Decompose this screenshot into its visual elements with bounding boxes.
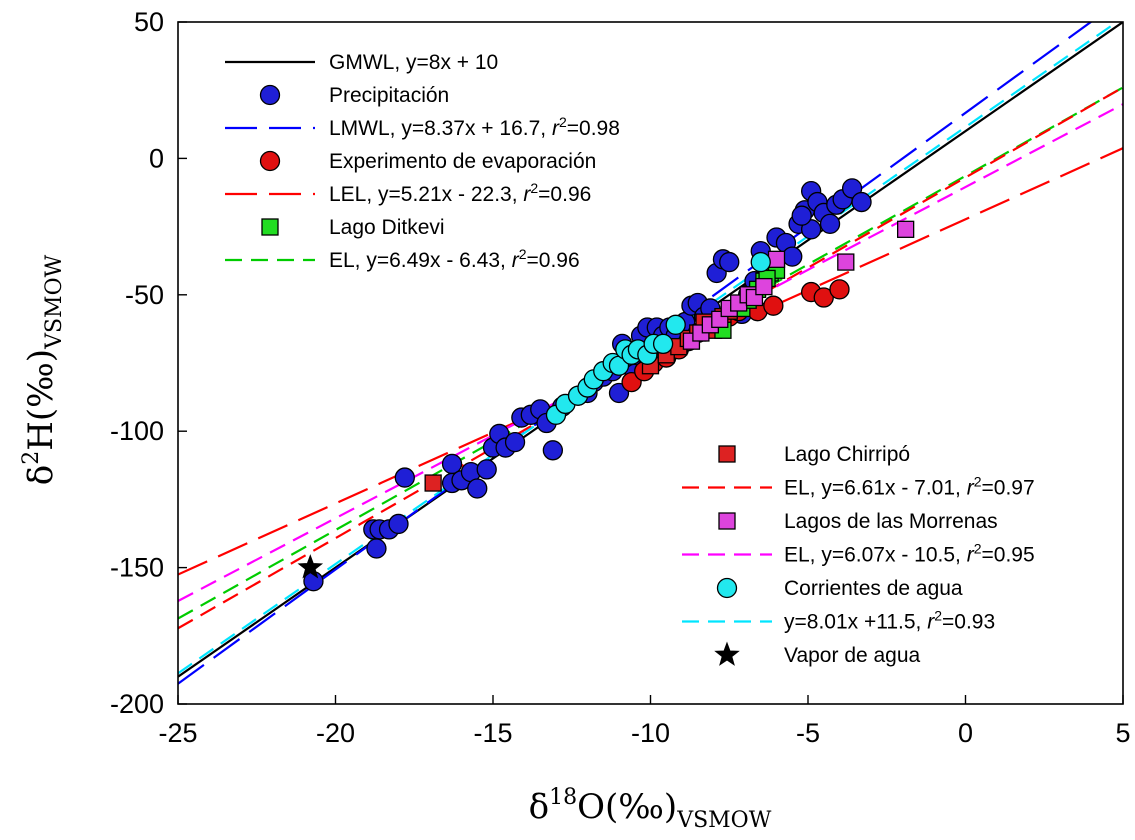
y-tick-label: -200: [110, 689, 164, 719]
r2-value: =0.96: [538, 183, 591, 206]
y-axis-title-base: δ: [21, 465, 61, 485]
legend-marker-precipitacion: [259, 84, 281, 106]
y-tick-label: 0: [149, 143, 164, 173]
y-tick-labels: -200 -150 -100 -50 0 50: [110, 7, 164, 719]
data-points: [297, 178, 915, 592]
r2-superscript: 2: [934, 608, 942, 624]
legend-marker-vapor: [714, 641, 740, 666]
line-lel: [178, 147, 1123, 576]
point-morrenas: [767, 250, 786, 268]
legend-label: Lagos de las Morrenas: [784, 510, 998, 533]
y-tick-label: -100: [110, 416, 164, 446]
legend-label: LMWL, y=8.37x + 16.7, r2=0.98: [329, 114, 620, 140]
point-vapor: [297, 554, 324, 579]
r2-value: =0.97: [982, 477, 1035, 500]
point-corrientes: [665, 314, 686, 335]
r2-symbol: r: [967, 544, 975, 567]
point-evaporacion: [829, 279, 850, 300]
legend-label: Precipitación: [329, 84, 449, 107]
legend-label: Lago Chirripó: [784, 443, 910, 466]
y-axis-title: δ2H(‰)VSMOW: [19, 254, 67, 485]
legend-top-left: GMWL, y=8x + 10 Precipitación LMWL, y=8.37…: [225, 51, 620, 272]
legend-label: EL, y=6.61x - 7.01, r2=0.97: [784, 474, 1035, 500]
r2-value: =0.93: [942, 611, 995, 634]
point-precipitacion: [819, 213, 841, 235]
r2-value: =0.95: [982, 544, 1035, 567]
x-axis-title: δ18O(‰)VSMOW: [529, 785, 772, 833]
r2-symbol: r: [967, 477, 975, 500]
legend-marker-chirripo: [718, 445, 736, 463]
point-morrenas: [837, 253, 855, 271]
y-axis-title-sup: 2: [19, 451, 44, 465]
r2-symbol: r: [552, 117, 560, 140]
x-tick-labels: -25 -20 -15 -10 -5 0 5: [158, 718, 1130, 748]
y-tick-label: 50: [134, 7, 164, 37]
point-evaporacion: [813, 287, 834, 308]
point-precipitacion: [476, 459, 497, 480]
x-axis-title-base: δ: [529, 787, 549, 827]
r2-symbol: r: [512, 249, 520, 272]
point-precipitacion: [394, 467, 415, 488]
x-tick-label: -5: [796, 718, 820, 748]
point-precipitacion: [467, 478, 488, 499]
y-axis-title-main: H(‰): [21, 349, 61, 451]
y-tick-label: -150: [110, 553, 164, 583]
legend-label: GMWL, y=8x + 10: [329, 51, 498, 74]
x-tick-label: -15: [473, 718, 512, 748]
point-precipitacion: [851, 191, 872, 213]
legend-marker-corrientes: [716, 577, 738, 599]
point-precipitacion: [542, 440, 563, 461]
r2-value: =0.98: [567, 117, 620, 140]
legend-label: Corrientes de agua: [784, 577, 963, 600]
x-tick-label: -20: [316, 718, 355, 748]
point-precipitacion: [366, 538, 387, 559]
r2-superscript: 2: [559, 114, 567, 130]
x-tick-label: -10: [631, 718, 670, 748]
point-evaporacion: [763, 295, 784, 316]
r2-symbol: r: [523, 183, 531, 206]
legend-bottom-right: Lago Chirripó EL, y=6.61x - 7.01, r2=0.97…: [682, 443, 1035, 667]
legend-marker-morrenas: [718, 512, 736, 530]
point-precipitacion: [791, 205, 812, 226]
x-axis-title-main: O(‰): [577, 787, 677, 827]
legend-label: Vapor de agua: [784, 644, 921, 667]
point-chirripo: [424, 474, 442, 492]
r2-superscript: 2: [519, 246, 527, 262]
r2-superscript: 2: [974, 541, 982, 557]
x-tick-label: -25: [158, 718, 197, 748]
y-axis-title-sub: VSMOW: [42, 254, 67, 350]
x-axis-title-sup: 18: [549, 785, 577, 810]
point-morrenas: [755, 277, 773, 296]
legend-marker-ditkevi: [261, 218, 279, 236]
r2-superscript: 2: [530, 180, 538, 196]
point-morrenas: [897, 220, 915, 238]
r2-superscript: 2: [974, 474, 982, 490]
legend-label: EL, y=6.07x - 10.5, r2=0.95: [784, 541, 1035, 567]
x-tick-label: 5: [1115, 718, 1130, 748]
legend-label: Experimento de evaporación: [329, 150, 596, 173]
x-axis-title-sub: VSMOW: [676, 808, 772, 833]
point-corrientes: [652, 333, 674, 355]
legend-label: Lago Ditkevi: [329, 216, 445, 239]
x-tick-label: 0: [958, 718, 973, 748]
legend-label: LEL, y=5.21x - 22.3, r2=0.96: [329, 180, 591, 206]
point-precipitacion: [782, 246, 803, 267]
legend-marker-evaporacion: [259, 150, 281, 172]
r2-value: =0.96: [527, 249, 580, 272]
r2-symbol: r: [927, 611, 935, 634]
y-tick-label: -50: [125, 280, 164, 310]
legend-label: EL, y=6.49x - 6.43, r2=0.96: [329, 246, 580, 272]
point-precipitacion: [504, 431, 526, 453]
point-precipitacion: [388, 513, 409, 535]
axis-ticks: [177, 21, 1124, 705]
point-corrientes: [750, 251, 771, 273]
point-precipitacion: [719, 251, 740, 273]
legend-label: y=8.01x +11.5, r2=0.93: [784, 608, 995, 634]
